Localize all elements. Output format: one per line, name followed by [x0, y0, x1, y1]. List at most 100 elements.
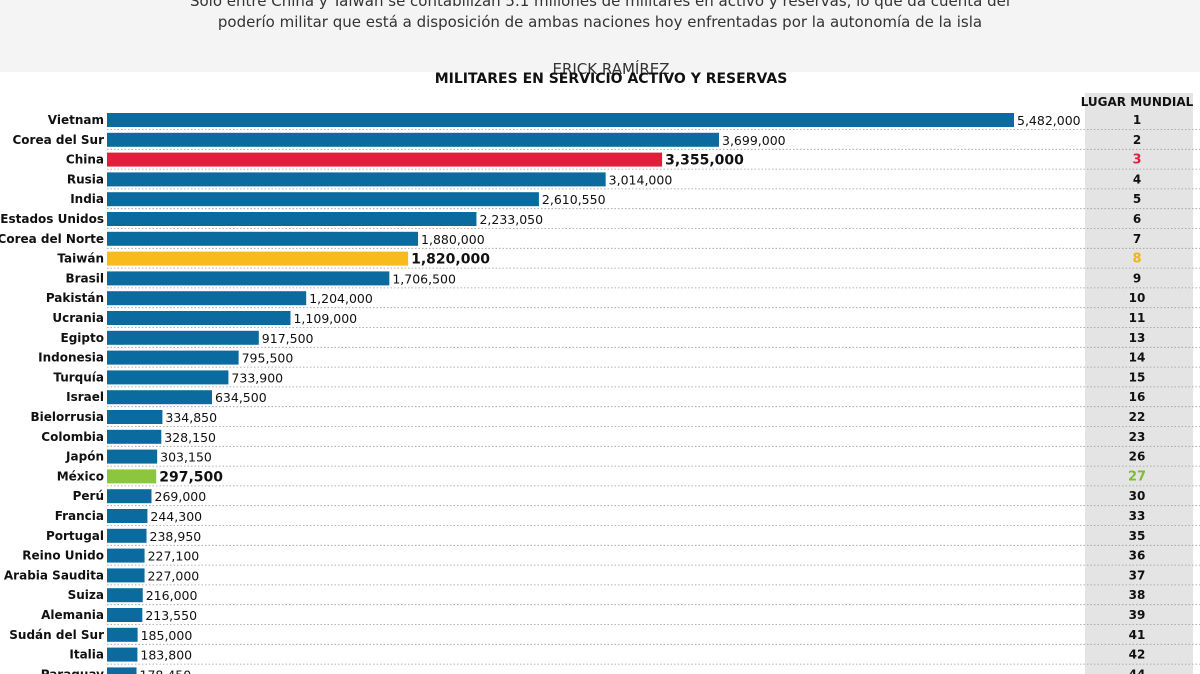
country-label: Egipto: [61, 331, 104, 345]
country-label: Sudán del Sur: [9, 628, 104, 642]
rank-label: 26: [1129, 450, 1146, 464]
rank-label: 2: [1133, 133, 1141, 147]
value-label: 1,109,000: [293, 311, 357, 326]
bar: [107, 390, 212, 405]
rank-column-bg: [1085, 93, 1193, 674]
bar: [107, 212, 477, 226]
bar: [107, 172, 606, 187]
bar: [107, 251, 409, 266]
country-label: China: [66, 153, 104, 167]
country-label: Indonesia: [38, 351, 104, 365]
value-label: 5,482,000: [1017, 113, 1081, 128]
bar: [107, 489, 152, 504]
country-label: Vietnam: [48, 113, 104, 127]
value-label: 303,150: [160, 450, 212, 465]
value-label: 227,100: [148, 549, 200, 564]
value-label: 185,000: [141, 628, 193, 643]
bar: [107, 469, 157, 484]
bar: [107, 429, 162, 444]
bar: [107, 588, 143, 603]
country-label: Arabia Saudita: [4, 568, 104, 582]
country-label: Taiwán: [57, 252, 104, 266]
value-label: 297,500: [159, 469, 223, 485]
country-label: Japón: [65, 450, 104, 464]
value-label: 733,900: [231, 370, 283, 385]
bar: [107, 350, 239, 365]
bar: [107, 410, 163, 424]
value-label: 238,950: [150, 529, 202, 544]
value-label: 634,500: [215, 390, 267, 405]
country-label: Paraguay: [41, 667, 104, 674]
subtitle-line-2: poderío militar que está a disposición d…: [217, 13, 983, 31]
rank-label: 36: [1129, 549, 1146, 563]
rank-label: 35: [1129, 529, 1146, 543]
bar: [107, 271, 390, 286]
country-label: Pakistán: [46, 291, 104, 305]
bar: [107, 608, 143, 622]
value-label: 3,699,000: [722, 133, 786, 148]
bar: [107, 667, 137, 674]
country-label: Rusia: [67, 172, 104, 186]
value-label: 328,150: [164, 430, 216, 445]
country-label: India: [70, 192, 104, 206]
rank-label: 5: [1133, 192, 1141, 206]
rank-label: 4: [1133, 172, 1141, 186]
value-label: 334,850: [165, 410, 217, 425]
value-label: 244,300: [150, 509, 202, 524]
value-label: 183,800: [140, 648, 192, 663]
bar: [107, 568, 145, 583]
bar: [107, 647, 138, 662]
bar: [107, 132, 720, 147]
bar: [107, 291, 307, 306]
value-label: 3,014,000: [609, 172, 673, 187]
rank-label: 39: [1129, 608, 1146, 622]
country-label: Francia: [55, 509, 104, 523]
country-label: Reino Unido: [22, 549, 104, 563]
value-label: 1,706,500: [392, 271, 456, 286]
country-label: Bielorrusia: [31, 410, 105, 424]
country-label: Corea del Norte: [0, 232, 104, 246]
rank-label: 8: [1132, 252, 1141, 267]
value-label: 917,500: [262, 331, 314, 346]
country-label: Brasil: [65, 271, 104, 285]
country-label: Colombia: [41, 430, 104, 444]
rank-label: 16: [1129, 390, 1146, 404]
bar: [107, 449, 158, 464]
value-label: 2,610,550: [542, 192, 606, 207]
bar: [107, 528, 147, 543]
value-label: 795,500: [242, 351, 294, 366]
rank-label: 22: [1129, 410, 1146, 424]
country-label: Suiza: [68, 588, 104, 602]
country-label: Ucrania: [52, 311, 104, 325]
value-label: 269,000: [155, 489, 207, 504]
rank-label: 3: [1132, 153, 1141, 168]
rank-label: 6: [1133, 212, 1141, 226]
rank-label: 23: [1129, 430, 1146, 444]
country-label: Portugal: [46, 529, 104, 543]
rank-label: 41: [1129, 628, 1146, 642]
rank-label: 30: [1129, 489, 1146, 503]
rank-label: 9: [1133, 271, 1141, 285]
country-label: México: [57, 469, 104, 483]
header-band: Solo entre China y Taiwán se contabiliza…: [0, 0, 1200, 72]
rank-label: 33: [1129, 509, 1146, 523]
value-label: 3,355,000: [665, 153, 744, 169]
rank-label: 11: [1129, 311, 1146, 325]
byline: ERICK RAMÍREZ: [552, 60, 670, 78]
rank-label: 10: [1129, 291, 1146, 305]
bar: [107, 192, 539, 207]
bar: [107, 627, 138, 642]
value-label: 1,880,000: [421, 232, 485, 247]
country-label: Corea del Sur: [12, 133, 104, 147]
value-label: 213,550: [145, 608, 197, 623]
value-label: 178,450: [140, 667, 192, 674]
rank-label: 15: [1129, 370, 1146, 384]
rank-header: LUGAR MUNDIAL: [1081, 95, 1194, 109]
country-label: Israel: [66, 390, 104, 404]
value-label: 216,000: [146, 588, 198, 603]
rank-label: 1: [1133, 113, 1141, 127]
value-label: 227,000: [148, 568, 200, 583]
value-label: 1,204,000: [309, 291, 373, 306]
country-label: Perú: [73, 489, 104, 503]
